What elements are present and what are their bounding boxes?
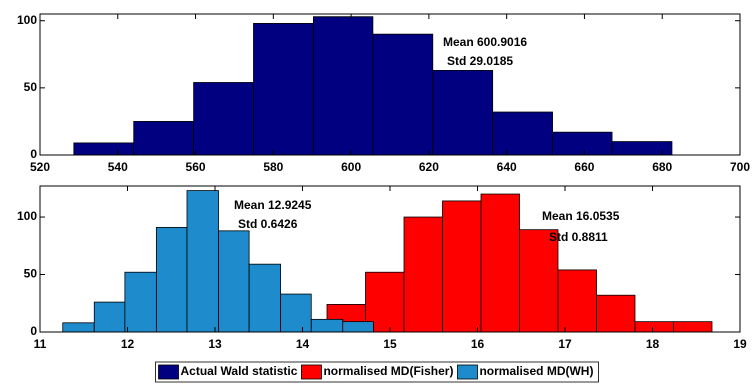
histogram-bar (492, 111, 553, 156)
histogram-bar (218, 230, 250, 333)
annotation: Std 29.0185 (447, 54, 513, 68)
y-tick-label: 100 (17, 13, 37, 27)
x-tick-label: 18 (646, 337, 660, 351)
y-tick-label: 100 (17, 209, 37, 223)
histogram-bar (480, 193, 520, 333)
legend-frame (155, 361, 599, 383)
histogram-bar (155, 226, 188, 333)
histogram-bar (312, 16, 374, 156)
x-tick-label: 680 (652, 160, 672, 174)
histogram-bar (519, 229, 559, 333)
x-tick-label: 12 (121, 337, 135, 351)
histogram-bar (673, 321, 713, 333)
histogram-bar (133, 121, 195, 156)
y-tick-label: 50 (24, 80, 38, 94)
histogram-bar (193, 82, 254, 156)
histogram-bar (248, 263, 282, 333)
histogram-bar (557, 269, 597, 333)
y-tick-label: 0 (30, 147, 37, 161)
annotation: Mean 12.9245 (234, 198, 312, 212)
x-tick-label: 14 (296, 337, 310, 351)
annotation: Mean 600.9016 (443, 35, 527, 49)
histogram-bar (253, 22, 314, 156)
x-tick-label: 540 (108, 160, 128, 174)
histogram-bar (62, 322, 95, 333)
x-tick-label: 620 (419, 160, 439, 174)
histogram-bar (432, 70, 494, 156)
x-tick-label: 13 (208, 337, 222, 351)
annotation: Std 0.8811 (549, 230, 608, 244)
histogram-bar (442, 200, 482, 333)
x-tick-label: 17 (558, 337, 572, 351)
legend-label: normalised MD(WH) (479, 364, 593, 378)
histogram-bar (611, 141, 673, 156)
legend-label: Actual Wald statistic (181, 364, 298, 378)
histogram-bar (596, 294, 636, 333)
plot-frame (39, 13, 741, 156)
histogram-bar (280, 293, 312, 333)
histogram-bar (342, 321, 374, 333)
histogram-bar (372, 33, 434, 156)
x-tick-label: 660 (574, 160, 594, 174)
annotation: Std 0.6426 (238, 217, 298, 231)
annotation: Mean 16.0535 (542, 209, 620, 223)
x-tick-label: 11 (34, 337, 47, 351)
histogram-bar (634, 321, 674, 333)
legend-swatch (158, 364, 179, 380)
x-tick-label: 580 (263, 160, 283, 174)
histogram-bar (552, 131, 613, 156)
histogram-bar (186, 190, 219, 333)
x-tick-label: 520 (30, 160, 50, 174)
x-tick-label: 19 (733, 337, 747, 351)
histogram-bar (124, 271, 157, 333)
x-tick-label: 16 (471, 337, 485, 351)
x-tick-label: 640 (497, 160, 517, 174)
y-tick-label: 0 (30, 324, 37, 338)
x-tick-label: 700 (730, 160, 750, 174)
legend-swatch (301, 364, 322, 380)
legend-label: normalised MD(Fisher) (323, 364, 453, 378)
x-tick-label: 600 (341, 160, 361, 174)
histogram-bar (93, 301, 126, 333)
legend-swatch (457, 364, 478, 380)
histogram-bar (310, 318, 344, 333)
x-tick-label: 15 (383, 337, 397, 351)
histogram-bar (73, 142, 135, 156)
x-tick-label: 560 (186, 160, 206, 174)
y-tick-label: 50 (24, 267, 38, 281)
histogram-bar (403, 216, 443, 333)
